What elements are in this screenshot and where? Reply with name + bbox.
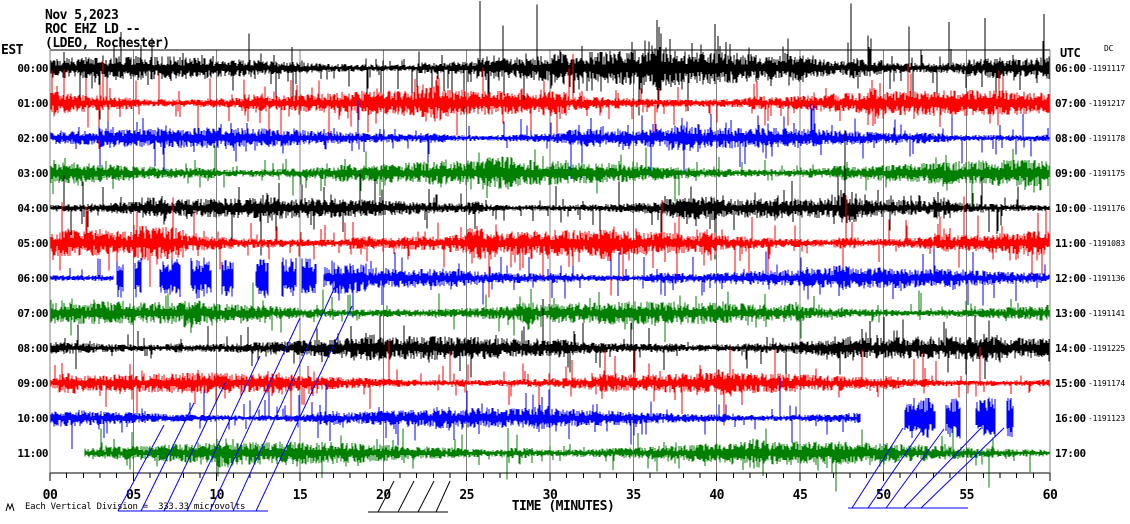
scale-sample-glyph — [5, 502, 15, 512]
trace-dropout-line — [232, 279, 339, 512]
dc-value: -1191123 — [1088, 414, 1125, 423]
est-hour-label: 00:00 — [17, 62, 48, 75]
dc-value: -1191141 — [1088, 309, 1125, 318]
utc-hour-label: 09:00 — [1055, 167, 1086, 180]
est-hour-label: 08:00 — [17, 342, 48, 355]
trace-dropout-line — [397, 480, 415, 513]
x-tick-label: 25 — [459, 488, 474, 503]
station-location: (LDEO, Rochester) — [45, 36, 170, 51]
x-axis-title: TIME (MINUTES) — [512, 499, 615, 514]
x-tick-label: 40 — [709, 488, 724, 503]
trace-dropout-line — [117, 424, 165, 512]
utc-hour-label: 12:00 — [1055, 272, 1086, 285]
dc-value: -1191217 — [1088, 99, 1125, 108]
utc-hour-label: 06:00 — [1055, 62, 1086, 75]
utc-hour-label: 10:00 — [1055, 202, 1086, 215]
x-tick-label: 05 — [126, 488, 141, 503]
trace-dropout-line — [377, 480, 395, 513]
trace-dropout-line — [163, 380, 227, 512]
trace-dropout-line — [417, 480, 435, 513]
utc-hour-label: 16:00 — [1055, 412, 1086, 425]
right-timezone-label: UTC — [1060, 46, 1080, 60]
left-timezone-label: EST — [1, 43, 24, 58]
x-tick-label: 60 — [1043, 488, 1058, 503]
est-hour-label: 11:00 — [17, 447, 48, 460]
utc-hour-label: 08:00 — [1055, 132, 1086, 145]
utc-hour-label: 11:00 — [1055, 237, 1086, 250]
trace-dropout-line — [903, 427, 982, 509]
utc-hour-label: 15:00 — [1055, 377, 1086, 390]
trace-dropout-line — [867, 427, 924, 509]
x-tick-label: 20 — [376, 488, 391, 503]
scale-note: Each Vertical Division = 333.33 microvol… — [25, 502, 245, 512]
x-tick-label: 45 — [793, 488, 808, 503]
x-tick-label: 55 — [959, 488, 974, 503]
est-hour-label: 10:00 — [17, 412, 48, 425]
dc-value: -1191117 — [1088, 64, 1125, 73]
est-hour-label: 04:00 — [17, 202, 48, 215]
est-hour-label: 09:00 — [17, 377, 48, 390]
trace-dropout-line — [885, 428, 945, 509]
trace-dropout-line — [435, 480, 451, 513]
utc-hour-label: 07:00 — [1055, 97, 1086, 110]
dc-value: -1191174 — [1088, 379, 1125, 388]
est-hour-label: 05:00 — [17, 237, 48, 250]
x-tick-label: 00 — [43, 488, 58, 503]
est-hour-label: 06:00 — [17, 272, 48, 285]
plot-date: Nov 5,2023 — [45, 8, 118, 23]
x-tick-label: 15 — [293, 488, 308, 503]
dc-value: -1191083 — [1088, 239, 1125, 248]
trace-dropout-line — [920, 427, 1005, 509]
trace-dropout-line — [140, 402, 195, 512]
trace-dropout-line — [209, 317, 301, 512]
trace-dropout-line — [851, 427, 904, 509]
station-id: ROC EHZ LD -- — [45, 22, 140, 37]
est-hour-label: 02:00 — [17, 132, 48, 145]
dc-value: -1191176 — [1088, 204, 1125, 213]
seismogram-trace-11-00 — [84, 428, 1051, 492]
est-hour-label: 01:00 — [17, 97, 48, 110]
trace-dropout-line — [255, 305, 353, 512]
dc-value: -1191136 — [1088, 274, 1125, 283]
x-tick-label: 50 — [876, 488, 891, 503]
x-tick-label: 35 — [626, 488, 641, 503]
est-hour-label: 03:00 — [17, 167, 48, 180]
utc-hour-label: 14:00 — [1055, 342, 1086, 355]
utc-hour-label: 13:00 — [1055, 307, 1086, 320]
est-hour-label: 07:00 — [17, 307, 48, 320]
dc-value: -1191178 — [1088, 134, 1125, 143]
trace-dropout-line — [186, 355, 261, 512]
dc-value: -1191225 — [1088, 344, 1125, 353]
x-tick-label: 30 — [543, 488, 558, 503]
dc-value: -1191175 — [1088, 169, 1125, 178]
dc-column-label: DC — [1104, 44, 1114, 53]
utc-hour-label: 17:00 — [1055, 447, 1086, 460]
